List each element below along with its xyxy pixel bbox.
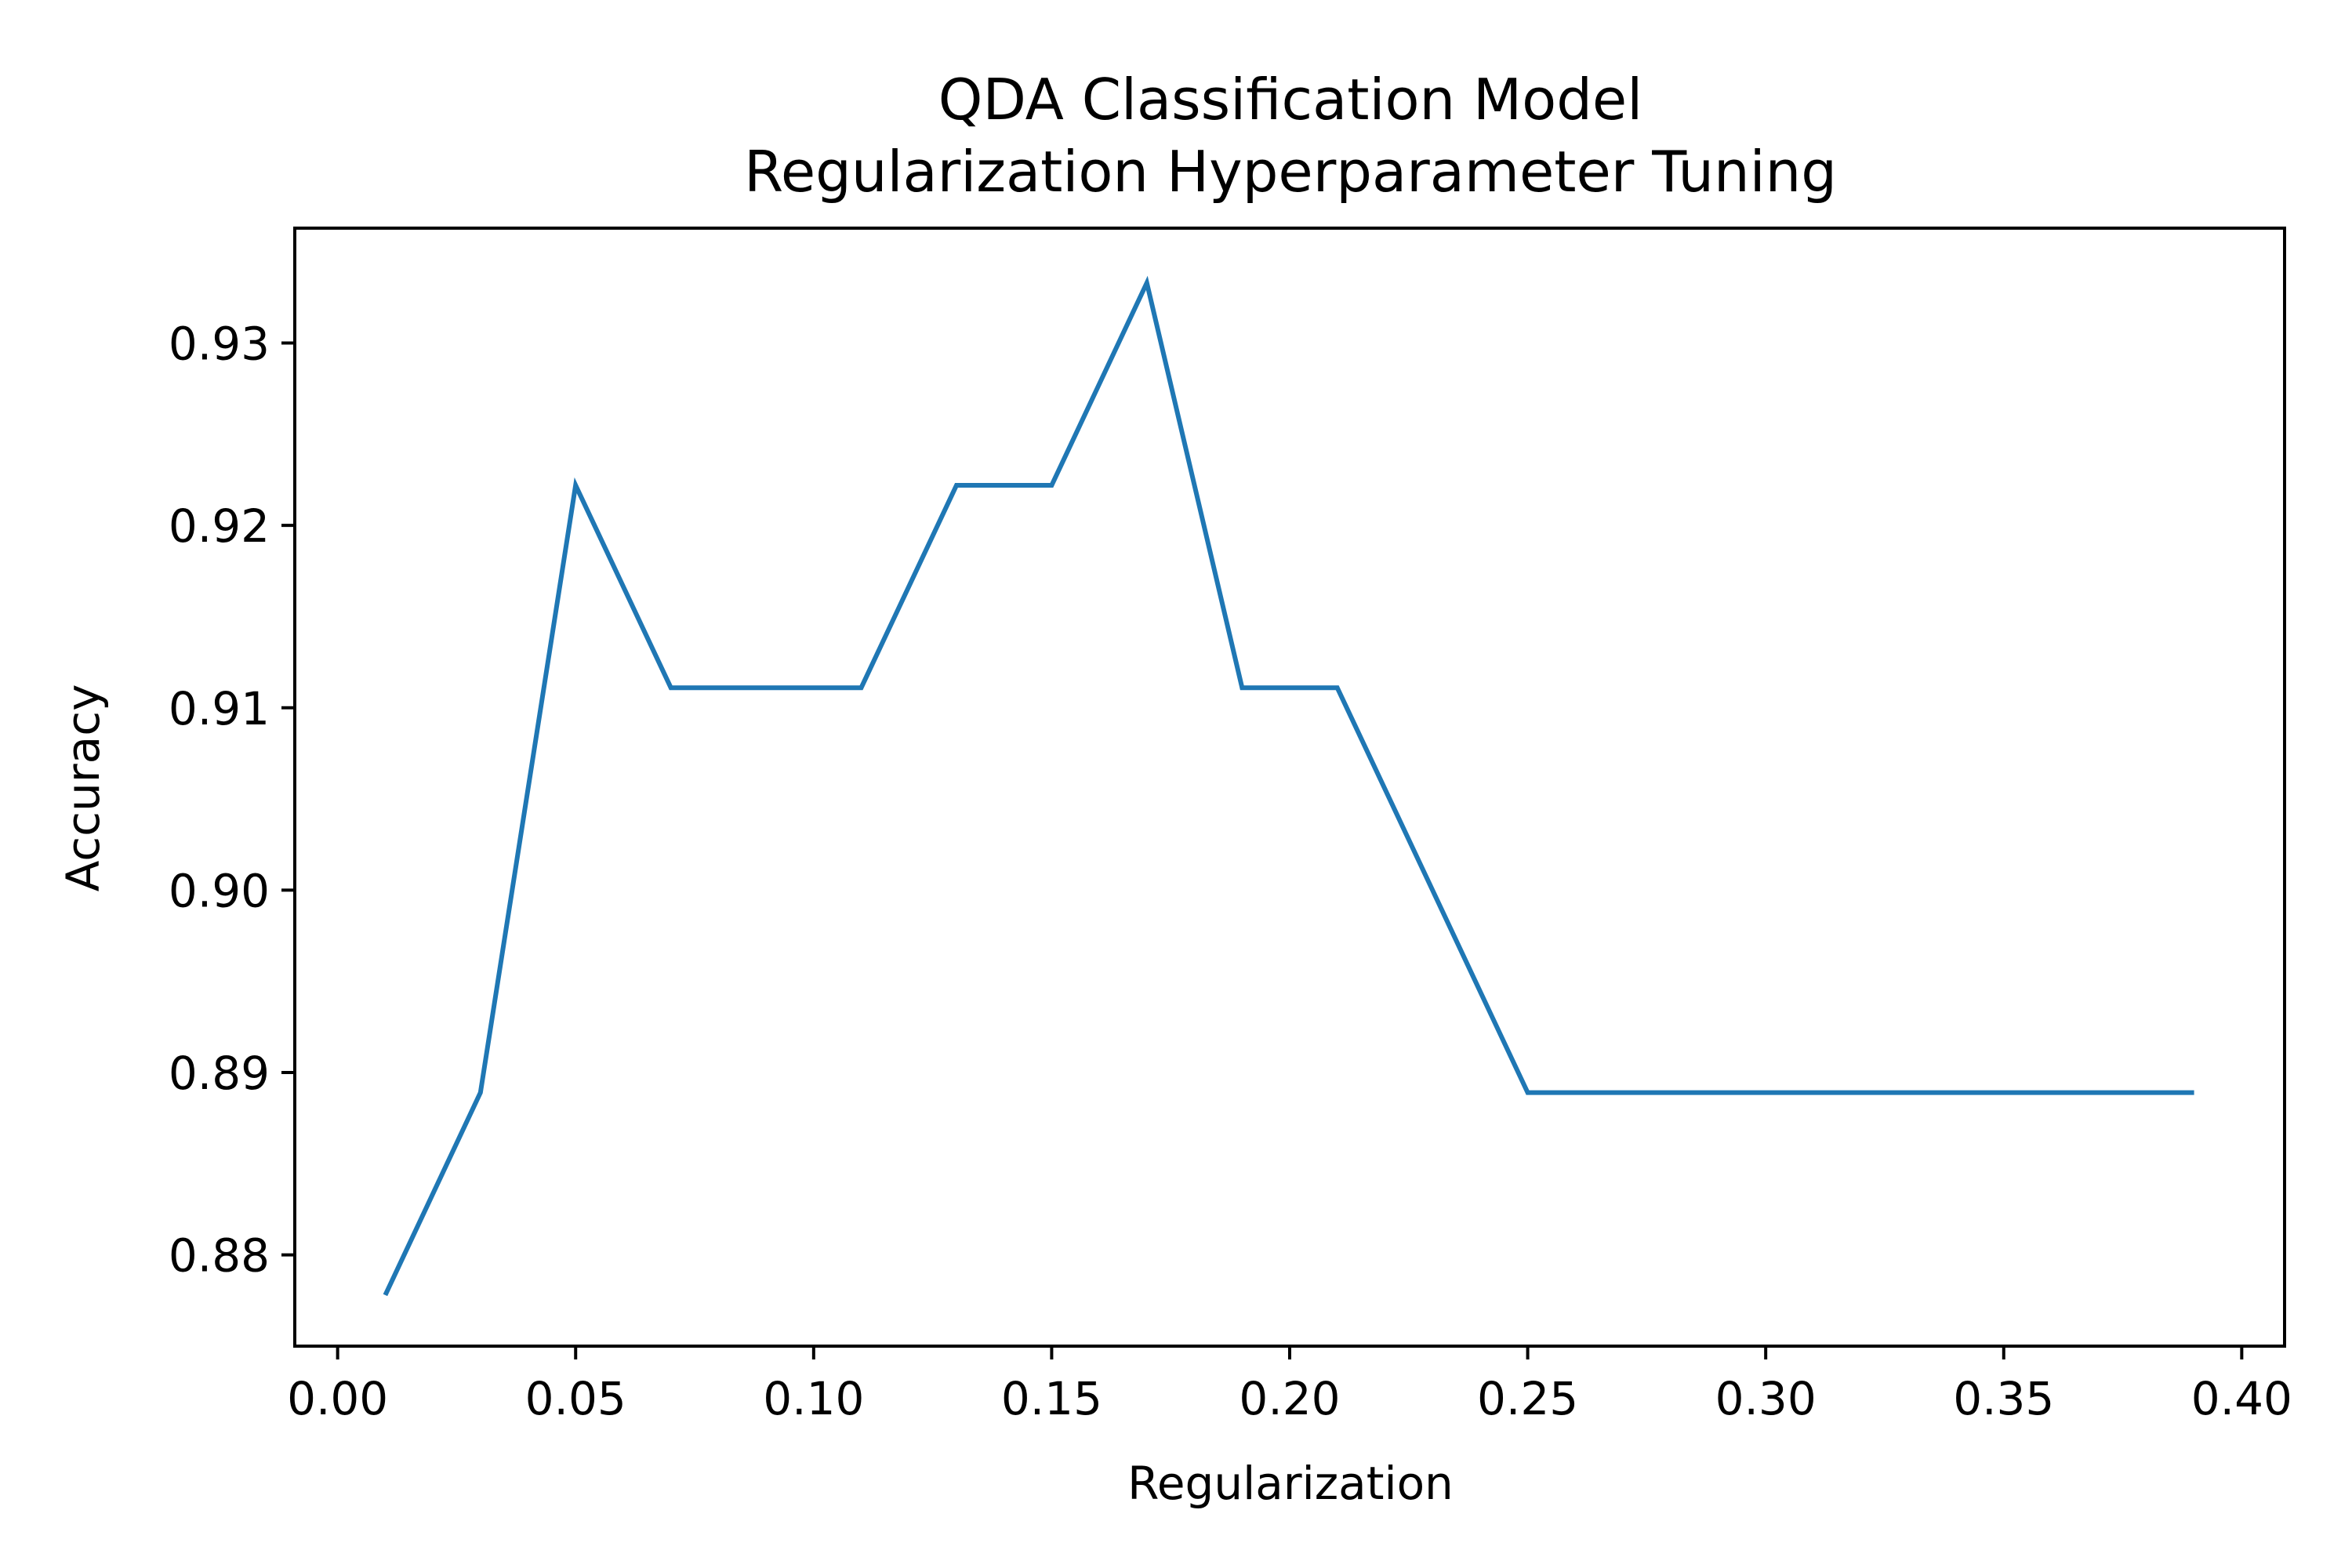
- x-tick-label: 0.10: [763, 1372, 864, 1425]
- x-tick-label: 0.15: [1001, 1372, 1102, 1425]
- y-tick-label: 0.93: [169, 318, 270, 371]
- plot-area: 0.00 0.05 0.10 0.15 0.20 0.25 0.30 0.35 0.40 0.88…: [169, 227, 2292, 1425]
- x-tick-label: 0.00: [287, 1372, 388, 1425]
- x-tick-label: 0.05: [525, 1372, 626, 1425]
- x-tick-label: 0.40: [2191, 1372, 2292, 1425]
- x-tick-label: 0.35: [1953, 1372, 2054, 1425]
- y-tick-label: 0.91: [169, 682, 270, 735]
- series-line-0: [383, 275, 2194, 1297]
- chart-subtitle: Regularization Hyperparameter Tuning: [744, 139, 1837, 205]
- x-tick-label: 0.25: [1477, 1372, 1578, 1425]
- y-tick-label: 0.88: [169, 1229, 270, 1283]
- y-tick-label: 0.90: [169, 864, 270, 917]
- y-tick-label: 0.92: [169, 499, 270, 553]
- x-tick-label: 0.20: [1239, 1372, 1340, 1425]
- chart-title: QDA Classification Model: [938, 67, 1642, 132]
- y-tick-label: 0.89: [169, 1047, 270, 1100]
- x-tick-label: 0.30: [1715, 1372, 1817, 1425]
- x-axis-label: Regularization: [1127, 1457, 1454, 1510]
- y-axis-label: Accuracy: [56, 684, 110, 892]
